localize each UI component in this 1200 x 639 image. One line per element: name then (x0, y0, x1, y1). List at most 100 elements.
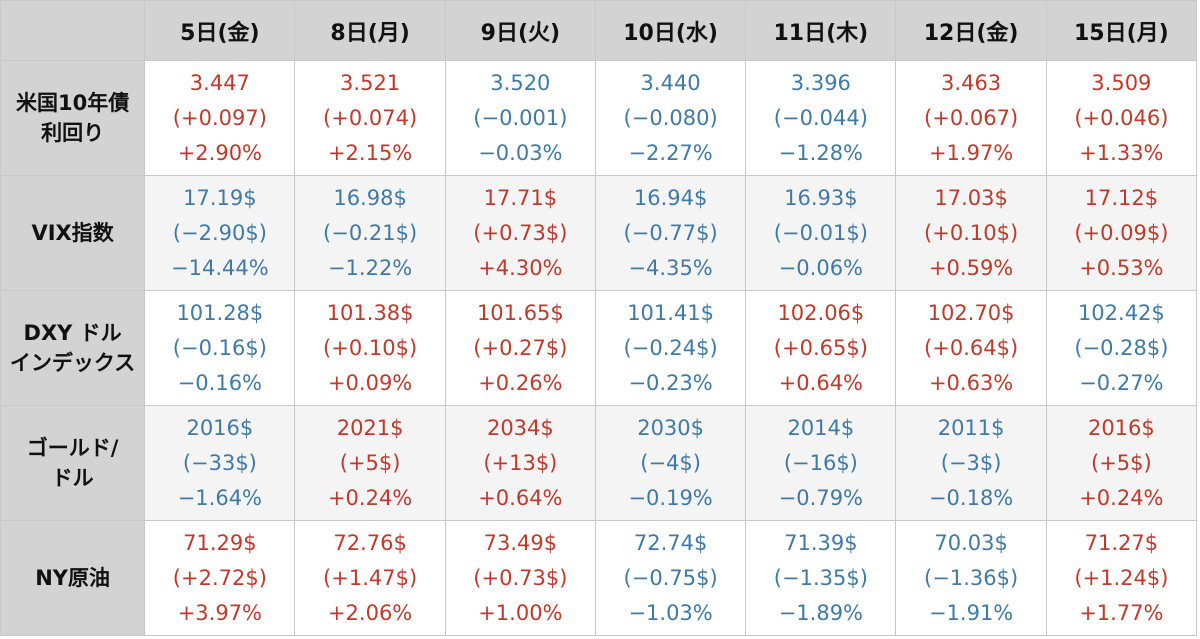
cell-change: (+2.72$) (172, 565, 267, 590)
cell-value: 3.396 (790, 70, 851, 95)
table-row: ゴールド/ドル 2016$ (−33$) −1.64% 2021$ (+5$) +0.24%… (0, 405, 1198, 521)
column-header: 10日(水) (594, 0, 747, 61)
cell-change: (−0.77$) (623, 220, 718, 245)
cell-value: 3.520 (490, 70, 551, 95)
cell-change: (−1.35$) (773, 565, 868, 590)
data-cell: 2014$ (−16$) −0.79% (745, 405, 897, 521)
cell-percent: +4.30% (478, 255, 563, 280)
cell-change: (−0.01$) (773, 220, 868, 245)
cell-percent: −14.44% (171, 255, 269, 280)
row-label: DXY ドル インデックス (0, 290, 146, 406)
data-cell: 3.463 (+0.067) +1.97% (895, 60, 1047, 176)
cell-percent: +1.97% (928, 140, 1014, 165)
cell-value: 3.463 (941, 70, 1002, 95)
cell-change: (+0.73$) (473, 220, 568, 245)
cell-value: 16.94$ (633, 185, 708, 210)
cell-change: (−2.90$) (172, 220, 267, 245)
cell-value: 2034$ (486, 415, 554, 440)
data-cell: 16.93$ (−0.01$) −0.06% (745, 175, 897, 291)
cell-value: 16.98$ (333, 185, 407, 210)
data-cell: 17.12$ (+0.09$) +0.53% (1045, 175, 1198, 291)
cell-percent: −1.91% (928, 600, 1014, 625)
cell-change: (−16$) (783, 450, 858, 475)
cell-change: (+0.067) (924, 105, 1019, 130)
header-row: 5日(金) 8日(月) 9日(火) 10日(水) 11日(木) 12日(金) 1… (0, 0, 1198, 61)
data-cell: 71.29$ (+2.72$) +3.97% (144, 520, 296, 636)
cell-percent: +2.06% (327, 600, 413, 625)
cell-percent: +0.26% (478, 370, 563, 395)
cell-change: (−0.044) (773, 105, 868, 130)
table-row: NY原油 71.29$ (+2.72$) +3.97% 72.76$ (+1.47$) +2… (0, 520, 1198, 636)
row-label-line: VIX指数 (31, 221, 114, 245)
data-cell: 3.396 (−0.044) −1.28% (745, 60, 897, 176)
data-cell: 2030$ (−4$) −0.19% (594, 405, 747, 521)
row-label: VIX指数 (0, 175, 146, 291)
cell-percent: −0.79% (778, 485, 864, 510)
column-header: 12日(金) (895, 0, 1047, 61)
cell-value: 73.49$ (483, 530, 558, 555)
cell-percent: +2.15% (327, 140, 413, 165)
cell-value: 17.12$ (1084, 185, 1159, 210)
cell-change: (+0.65$) (773, 335, 868, 360)
data-cell: 101.41$ (−0.24$) −0.23% (594, 290, 747, 406)
cell-percent: −2.27% (628, 140, 713, 165)
data-cell: 70.03$ (−1.36$) −1.91% (895, 520, 1047, 636)
row-label-line: インデックス (9, 351, 136, 375)
row-label: NY原油 (0, 520, 146, 636)
cell-percent: +1.33% (1079, 140, 1164, 165)
cell-value: 17.03$ (934, 185, 1008, 210)
table-row: 米国10年債 利回り 3.447 (+0.097) +2.90% 3.521 (+0.074… (0, 60, 1198, 176)
cell-percent: +0.53% (1079, 255, 1164, 280)
data-cell: 3.440 (−0.080) −2.27% (594, 60, 747, 176)
cell-value: 102.42$ (1077, 300, 1165, 325)
data-cell: 102.42$ (−0.28$) −0.27% (1045, 290, 1198, 406)
cell-change: (−0.28$) (1074, 335, 1169, 360)
cell-percent: +0.64% (778, 370, 864, 395)
cell-change: (−1.36$) (924, 565, 1019, 590)
cell-percent: +3.97% (177, 600, 263, 625)
corner-cell (0, 0, 146, 61)
cell-change: (+0.27$) (473, 335, 568, 360)
cell-percent: −1.89% (778, 600, 864, 625)
cell-value: 102.06$ (777, 300, 865, 325)
cell-change: (−0.080) (623, 105, 718, 130)
table-row: VIX指数 17.19$ (−2.90$) −14.44% 16.98$ (−0.21$)… (0, 175, 1198, 291)
cell-change: (+13$) (483, 450, 558, 475)
cell-value: 101.28$ (176, 300, 264, 325)
cell-change: (+5$) (1091, 450, 1152, 475)
cell-change: (+1.24$) (1074, 565, 1169, 590)
cell-value: 2016$ (186, 415, 254, 440)
cell-value: 3.440 (640, 70, 701, 95)
cell-percent: +1.00% (478, 600, 563, 625)
data-cell: 71.27$ (+1.24$) +1.77% (1045, 520, 1198, 636)
cell-value: 3.509 (1091, 70, 1152, 95)
data-cell: 73.49$ (+0.73$) +1.00% (444, 520, 596, 636)
cell-value: 101.38$ (326, 300, 414, 325)
cell-percent: −1.22% (327, 255, 413, 280)
cell-change: (+0.097) (172, 105, 267, 130)
data-cell: 2016$ (+5$) +0.24% (1045, 405, 1198, 521)
cell-percent: −0.16% (177, 370, 263, 395)
cell-value: 101.41$ (627, 300, 715, 325)
cell-change: (+5$) (339, 450, 401, 475)
data-cell: 72.76$ (+1.47$) +2.06% (294, 520, 446, 636)
cell-percent: +1.77% (1079, 600, 1164, 625)
cell-percent: −0.03% (478, 140, 563, 165)
cell-percent: −1.28% (778, 140, 864, 165)
cell-change: (−0.75$) (623, 565, 718, 590)
cell-change: (−4$) (640, 450, 701, 475)
cell-percent: +0.24% (1079, 485, 1164, 510)
data-cell: 71.39$ (−1.35$) −1.89% (745, 520, 897, 636)
data-cell: 17.19$ (−2.90$) −14.44% (144, 175, 296, 291)
column-header: 5日(金) (144, 0, 296, 61)
cell-change: (+0.074) (323, 105, 418, 130)
data-cell: 17.03$ (+0.10$) +0.59% (895, 175, 1047, 291)
cell-value: 16.93$ (784, 185, 858, 210)
cell-percent: −0.19% (628, 485, 713, 510)
cell-value: 2014$ (787, 415, 855, 440)
cell-change: (+0.64$) (924, 335, 1019, 360)
cell-change: (−0.001) (473, 105, 568, 130)
cell-change: (+0.10$) (924, 220, 1019, 245)
data-cell: 101.28$ (−0.16$) −0.16% (144, 290, 296, 406)
